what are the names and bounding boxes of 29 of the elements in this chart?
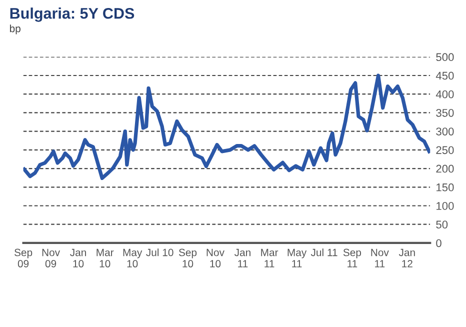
x-tick-label: May 10 bbox=[123, 248, 142, 268]
x-tick-label: May 11 bbox=[288, 248, 307, 268]
y-tick-label: 250 bbox=[436, 146, 454, 154]
x-tick-label: Jan 12 bbox=[398, 248, 415, 268]
y-axis-title: bp bbox=[10, 24, 20, 34]
y-tick-label: 150 bbox=[436, 183, 454, 192]
x-tick-label: Sep 10 bbox=[178, 248, 197, 268]
y-tick-label: 0 bbox=[436, 239, 442, 248]
y-tick-label: 50 bbox=[436, 220, 448, 228]
y-tick-label: 450 bbox=[436, 72, 454, 80]
y-tick-label: 400 bbox=[436, 90, 454, 98]
y-tick-label: 200 bbox=[436, 164, 454, 173]
x-tick-label: Sep 09 bbox=[14, 248, 32, 268]
y-tick-label: 500 bbox=[436, 53, 454, 62]
x-tick-label: Jul 11 bbox=[310, 248, 338, 256]
x-tick-label: Nov 11 bbox=[371, 248, 389, 268]
x-tick-label: Nov 10 bbox=[206, 248, 224, 268]
x-tick-label: Mar 11 bbox=[261, 248, 278, 268]
x-tick-label: Jan 10 bbox=[70, 248, 86, 268]
x-tick-label: Jul 10 bbox=[146, 248, 174, 256]
x-tick-label: Jan 11 bbox=[234, 248, 250, 268]
x-tick-label: Mar 10 bbox=[96, 248, 114, 268]
x-tick-label: Sep 11 bbox=[343, 248, 362, 268]
y-tick-label: 300 bbox=[436, 128, 454, 136]
line-series bbox=[23, 74, 430, 180]
y-tick-label: 350 bbox=[436, 108, 454, 117]
y-tick-label: 100 bbox=[436, 202, 454, 210]
chart-title: Bulgaria: 5Y CDS bbox=[10, 8, 134, 22]
x-tick-label: Nov 09 bbox=[42, 248, 60, 268]
